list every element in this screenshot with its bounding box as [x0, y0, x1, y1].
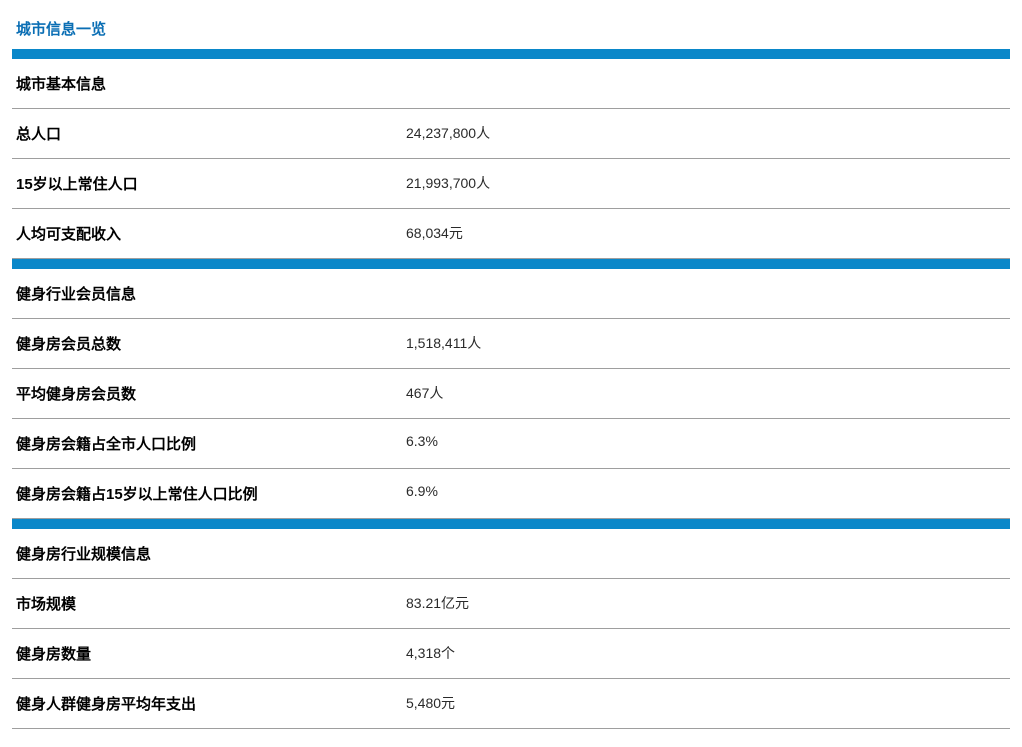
row-value: 5,480元 [402, 679, 1010, 728]
row-label: 健身房会员总数 [12, 319, 402, 368]
row-value: 6.3% [402, 419, 1010, 468]
table-row: 健身房会籍占15岁以上常住人口比例 6.9% [12, 469, 1010, 519]
section-divider [12, 259, 1010, 269]
table-row: 健身房会籍占全市人口比例 6.3% [12, 419, 1010, 469]
row-value: 467人 [402, 369, 1010, 418]
section-divider [12, 519, 1010, 529]
table-row: 平均健身房会员数 467人 [12, 369, 1010, 419]
table-row: 总人口 24,237,800人 [12, 109, 1010, 159]
row-label: 总人口 [12, 109, 402, 158]
table-row: 人均可支配收入 68,034元 [12, 209, 1010, 259]
row-value: 83.21亿元 [402, 579, 1010, 628]
page-title: 城市信息一览 [12, 12, 1010, 49]
row-label: 平均健身房会员数 [12, 369, 402, 418]
table-row: 健身人群健身房平均年支出 5,480元 [12, 679, 1010, 729]
row-value: 24,237,800人 [402, 109, 1010, 158]
row-value: 21,993,700人 [402, 159, 1010, 208]
row-label: 健身人群健身房平均年支出 [12, 679, 402, 728]
row-value: 4,318个 [402, 629, 1010, 678]
table-row: 市场规模 83.21亿元 [12, 579, 1010, 629]
row-label: 健身房会籍占全市人口比例 [12, 419, 402, 468]
row-label: 健身房数量 [12, 629, 402, 678]
section-header-members: 健身行业会员信息 [12, 269, 1010, 319]
section-header-basic: 城市基本信息 [12, 59, 1010, 109]
row-value: 1,518,411人 [402, 319, 1010, 368]
row-label: 15岁以上常住人口 [12, 159, 402, 208]
section-divider [12, 49, 1010, 59]
row-value: 68,034元 [402, 209, 1010, 258]
row-label: 人均可支配收入 [12, 209, 402, 258]
section-header-market: 健身房行业规模信息 [12, 529, 1010, 579]
table-row: 健身房数量 4,318个 [12, 629, 1010, 679]
row-label: 健身房会籍占15岁以上常住人口比例 [12, 469, 402, 518]
row-label: 市场规模 [12, 579, 402, 628]
row-value: 6.9% [402, 469, 1010, 518]
table-row: 健身房会员总数 1,518,411人 [12, 319, 1010, 369]
table-row: 15岁以上常住人口 21,993,700人 [12, 159, 1010, 209]
